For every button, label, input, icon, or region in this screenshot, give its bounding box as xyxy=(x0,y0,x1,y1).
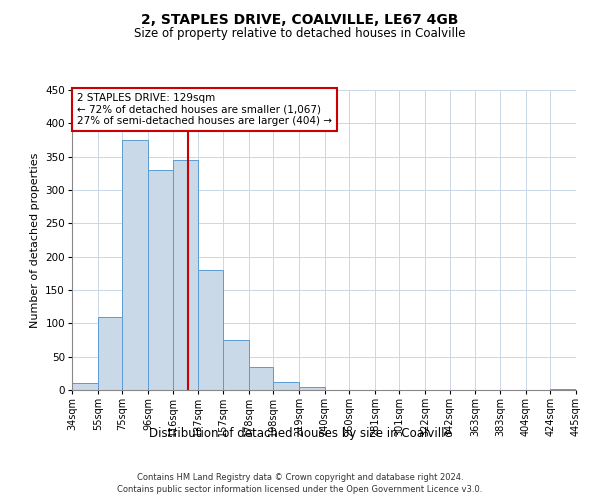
Text: Contains public sector information licensed under the Open Government Licence v3: Contains public sector information licen… xyxy=(118,485,482,494)
Text: 2 STAPLES DRIVE: 129sqm
← 72% of detached houses are smaller (1,067)
27% of semi: 2 STAPLES DRIVE: 129sqm ← 72% of detache… xyxy=(77,93,332,126)
Y-axis label: Number of detached properties: Number of detached properties xyxy=(30,152,40,328)
Bar xyxy=(72,384,98,390)
Text: Distribution of detached houses by size in Coalville: Distribution of detached houses by size … xyxy=(149,428,451,440)
Text: Size of property relative to detached houses in Coalville: Size of property relative to detached ho… xyxy=(134,28,466,40)
Bar xyxy=(148,170,173,390)
Bar xyxy=(223,340,248,390)
Bar xyxy=(199,270,223,390)
Bar xyxy=(98,316,122,390)
Bar xyxy=(122,140,148,390)
Bar xyxy=(248,366,273,390)
Bar xyxy=(173,160,199,390)
Bar xyxy=(273,382,299,390)
Text: Contains HM Land Registry data © Crown copyright and database right 2024.: Contains HM Land Registry data © Crown c… xyxy=(137,472,463,482)
Bar xyxy=(550,388,576,390)
Text: 2, STAPLES DRIVE, COALVILLE, LE67 4GB: 2, STAPLES DRIVE, COALVILLE, LE67 4GB xyxy=(142,12,458,26)
Bar xyxy=(299,386,325,390)
